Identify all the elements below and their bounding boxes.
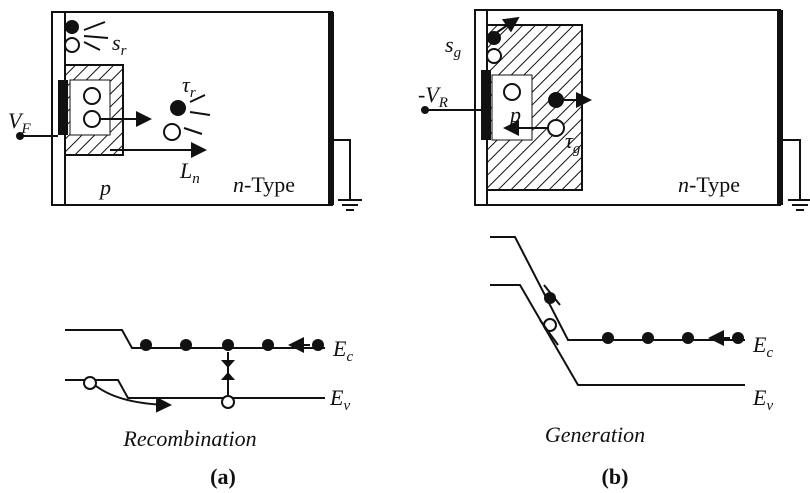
hole xyxy=(548,120,564,136)
subscript: n xyxy=(192,171,200,187)
hole xyxy=(487,49,501,63)
electron xyxy=(262,339,274,351)
lifetime-label: τr xyxy=(182,72,196,101)
subscript: r xyxy=(190,85,196,101)
band-a: Ec Ev Recombination (a) xyxy=(65,330,353,489)
arrow xyxy=(96,386,170,405)
symbol: E xyxy=(329,385,344,410)
subscript: g xyxy=(573,141,581,157)
ground xyxy=(783,140,810,210)
suffix: -Type xyxy=(244,172,295,197)
panel-label: (b) xyxy=(602,464,629,489)
hole xyxy=(84,377,96,389)
device-a: sr VF τr p Ln n-Type xyxy=(8,12,362,210)
electron xyxy=(487,31,501,45)
symbol: s xyxy=(112,30,121,55)
emission xyxy=(184,95,210,134)
caption: Generation xyxy=(545,422,645,447)
hole xyxy=(65,38,79,52)
hole xyxy=(84,111,100,127)
back-contact xyxy=(777,10,783,205)
substrate-label: n-Type xyxy=(678,172,740,197)
hole xyxy=(164,124,180,140)
electron xyxy=(170,100,186,116)
electron xyxy=(222,339,234,351)
subscript: F xyxy=(20,121,31,137)
ev-label: Ev xyxy=(329,385,350,414)
figure: sr VF τr p Ln n-Type sg -VR τg p n-Type xyxy=(0,0,810,493)
symbol: E xyxy=(332,336,347,361)
voltage-label: -VR xyxy=(418,82,448,111)
gate xyxy=(58,80,68,135)
valence-band xyxy=(490,285,745,385)
ev-label: Ev xyxy=(752,385,773,414)
electron xyxy=(65,20,79,34)
band-b: Ec Ev Generation (b) xyxy=(490,237,773,489)
electron xyxy=(642,332,654,344)
symbol: E xyxy=(752,332,767,357)
subscript: r xyxy=(121,43,127,59)
subscript: v xyxy=(766,398,773,414)
electron xyxy=(180,339,192,351)
electron xyxy=(732,332,744,344)
electron xyxy=(682,332,694,344)
voltage-label: VF xyxy=(8,108,31,137)
hole xyxy=(504,84,520,100)
back-contact xyxy=(328,12,334,205)
prefix: n xyxy=(233,172,244,197)
hole xyxy=(222,396,234,408)
ec-label: Ec xyxy=(752,332,773,361)
prefix: n xyxy=(678,172,689,197)
subscript: c xyxy=(346,349,353,365)
caption: Recombination xyxy=(122,426,256,451)
subscript: R xyxy=(438,95,448,111)
subscript: c xyxy=(766,345,773,361)
symbol: E xyxy=(752,385,767,410)
ec-label: Ec xyxy=(332,336,353,365)
symbol: L xyxy=(179,158,192,183)
electron xyxy=(140,339,152,351)
conduction-band xyxy=(65,330,325,348)
ground xyxy=(334,140,362,210)
suffix: -Type xyxy=(689,172,740,197)
electron xyxy=(548,92,564,108)
region-label: p xyxy=(98,175,111,200)
subscript: g xyxy=(454,45,462,61)
surface-label: sr xyxy=(112,30,127,59)
conduction-band xyxy=(490,237,745,340)
electron xyxy=(312,339,324,351)
gate xyxy=(481,70,491,140)
panel-label: (a) xyxy=(210,464,236,489)
symbol: s xyxy=(445,32,454,57)
region-label: p xyxy=(508,102,521,127)
electron xyxy=(602,332,614,344)
terminal xyxy=(421,106,429,114)
device-b: sg -VR τg p n-Type xyxy=(418,10,810,210)
hole xyxy=(84,88,100,104)
subscript: v xyxy=(343,398,350,414)
diffusion-label: Ln xyxy=(179,158,200,187)
valence-band xyxy=(65,380,325,398)
surface-label: sg xyxy=(445,32,462,61)
emission xyxy=(84,22,108,50)
substrate-label: n-Type xyxy=(233,172,295,197)
